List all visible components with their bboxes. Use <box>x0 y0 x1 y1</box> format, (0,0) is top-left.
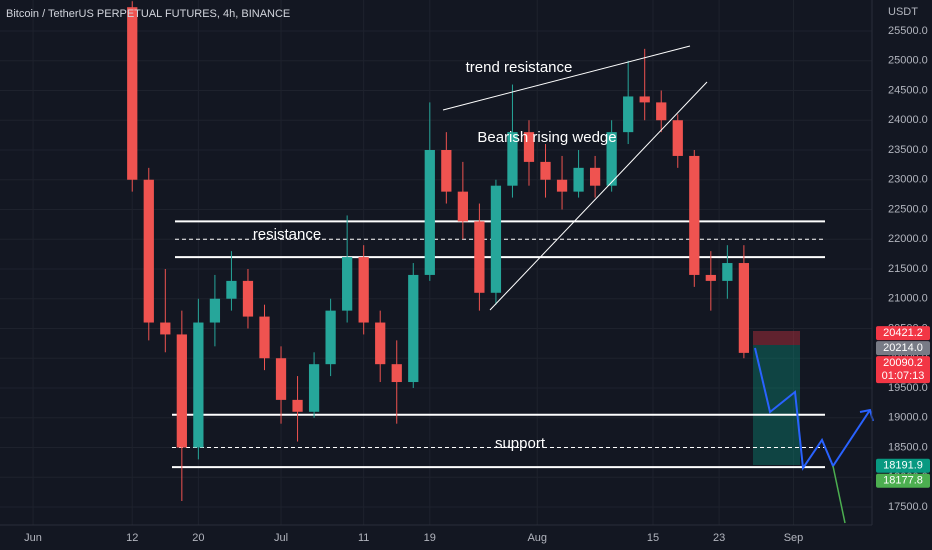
candle-body <box>738 263 750 353</box>
x-tick-label: 11 <box>358 532 369 544</box>
annotation: Bearish rising wedge <box>477 129 616 146</box>
candle-body <box>474 221 485 293</box>
y-tick-label: 24500.0 <box>888 84 928 96</box>
y-tick-label: 25500.0 <box>888 25 928 37</box>
candle-body <box>722 263 733 281</box>
y-tick-label: 18500.0 <box>888 441 928 453</box>
candle-body <box>226 280 237 299</box>
candle-body <box>259 316 270 359</box>
stop-zone <box>753 331 800 345</box>
candle-body <box>308 364 320 412</box>
candle-body <box>623 96 634 133</box>
y-tick-label: 25000.0 <box>888 55 928 67</box>
price-label: 20090.2 <box>883 357 923 369</box>
price-label-box <box>876 326 930 341</box>
y-tick-label: 17500.0 <box>888 501 928 513</box>
y-tick-label: 22000.0 <box>888 233 928 245</box>
candle-body <box>556 179 568 192</box>
candle-body <box>540 161 551 180</box>
candle-body <box>375 322 386 365</box>
x-tick-label: 23 <box>713 532 725 544</box>
candle-body <box>424 149 435 275</box>
candle-body <box>689 155 700 275</box>
wedge-line <box>489 81 708 311</box>
candle-body <box>656 102 667 121</box>
price-label: 20421.2 <box>883 327 923 339</box>
candle-body <box>143 179 154 323</box>
target-zone <box>753 345 800 465</box>
y-tick-label: 21500.0 <box>888 263 928 275</box>
price-label-box <box>876 341 930 356</box>
candle-body <box>705 274 716 281</box>
x-tick-label: 20 <box>192 532 204 544</box>
candle-body <box>441 149 452 192</box>
y-tick-label: 23500.0 <box>888 144 928 156</box>
price-label: 18177.8 <box>883 475 923 487</box>
x-tick-label: 12 <box>126 532 138 544</box>
x-tick-label: Aug <box>527 532 547 544</box>
candle-body <box>292 399 303 412</box>
candle-body <box>275 358 287 400</box>
candle-body <box>523 132 535 162</box>
x-tick-label: 15 <box>647 532 659 544</box>
candle-body <box>342 257 353 311</box>
y-tick-label: 23000.0 <box>888 174 928 186</box>
candle-body <box>193 322 204 448</box>
y-tick-label: 19500.0 <box>888 382 928 394</box>
y-axis-label: USDT <box>888 6 918 18</box>
price-label-box <box>876 458 930 473</box>
price-label: 20214.0 <box>883 342 923 354</box>
trend-line <box>442 45 691 111</box>
candle-body <box>160 322 171 335</box>
y-tick-label: 24000.0 <box>888 114 928 126</box>
price-label: 18191.9 <box>883 460 923 472</box>
annotation: support <box>495 435 546 452</box>
y-tick-label: 22500.0 <box>888 203 928 215</box>
annotation: trend resistance <box>466 59 573 76</box>
candle-body <box>573 167 584 192</box>
x-tick-label: Jun <box>24 532 42 544</box>
y-tick-label: 21000.0 <box>888 293 928 305</box>
x-tick-label: Sep <box>784 532 804 544</box>
candle-body <box>408 274 419 383</box>
countdown: 01:07:13 <box>882 370 925 382</box>
annotation: resistance <box>253 226 321 243</box>
candle-body <box>391 364 402 383</box>
price-label-box <box>876 356 930 384</box>
candle-body <box>589 167 601 186</box>
candle-body <box>639 96 650 103</box>
alt-path <box>832 465 846 524</box>
candle-body <box>209 298 221 323</box>
y-tick-label: 19000.0 <box>888 412 928 424</box>
chart-title: Bitcoin / TetherUS PERPETUAL FUTURES, 4h… <box>6 8 290 20</box>
candle-body <box>490 185 502 293</box>
x-tick-label: Jul <box>274 532 288 544</box>
candle-body <box>507 132 518 186</box>
candle-body <box>325 310 336 365</box>
candle-body <box>358 257 369 323</box>
candle-body <box>457 191 468 222</box>
candle-body <box>176 334 187 448</box>
candle-body <box>672 120 683 156</box>
candle-body <box>606 132 617 186</box>
price-label-box <box>876 473 930 488</box>
candle-body <box>127 7 138 180</box>
x-tick-label: 19 <box>424 532 436 544</box>
candle-body <box>242 280 254 317</box>
